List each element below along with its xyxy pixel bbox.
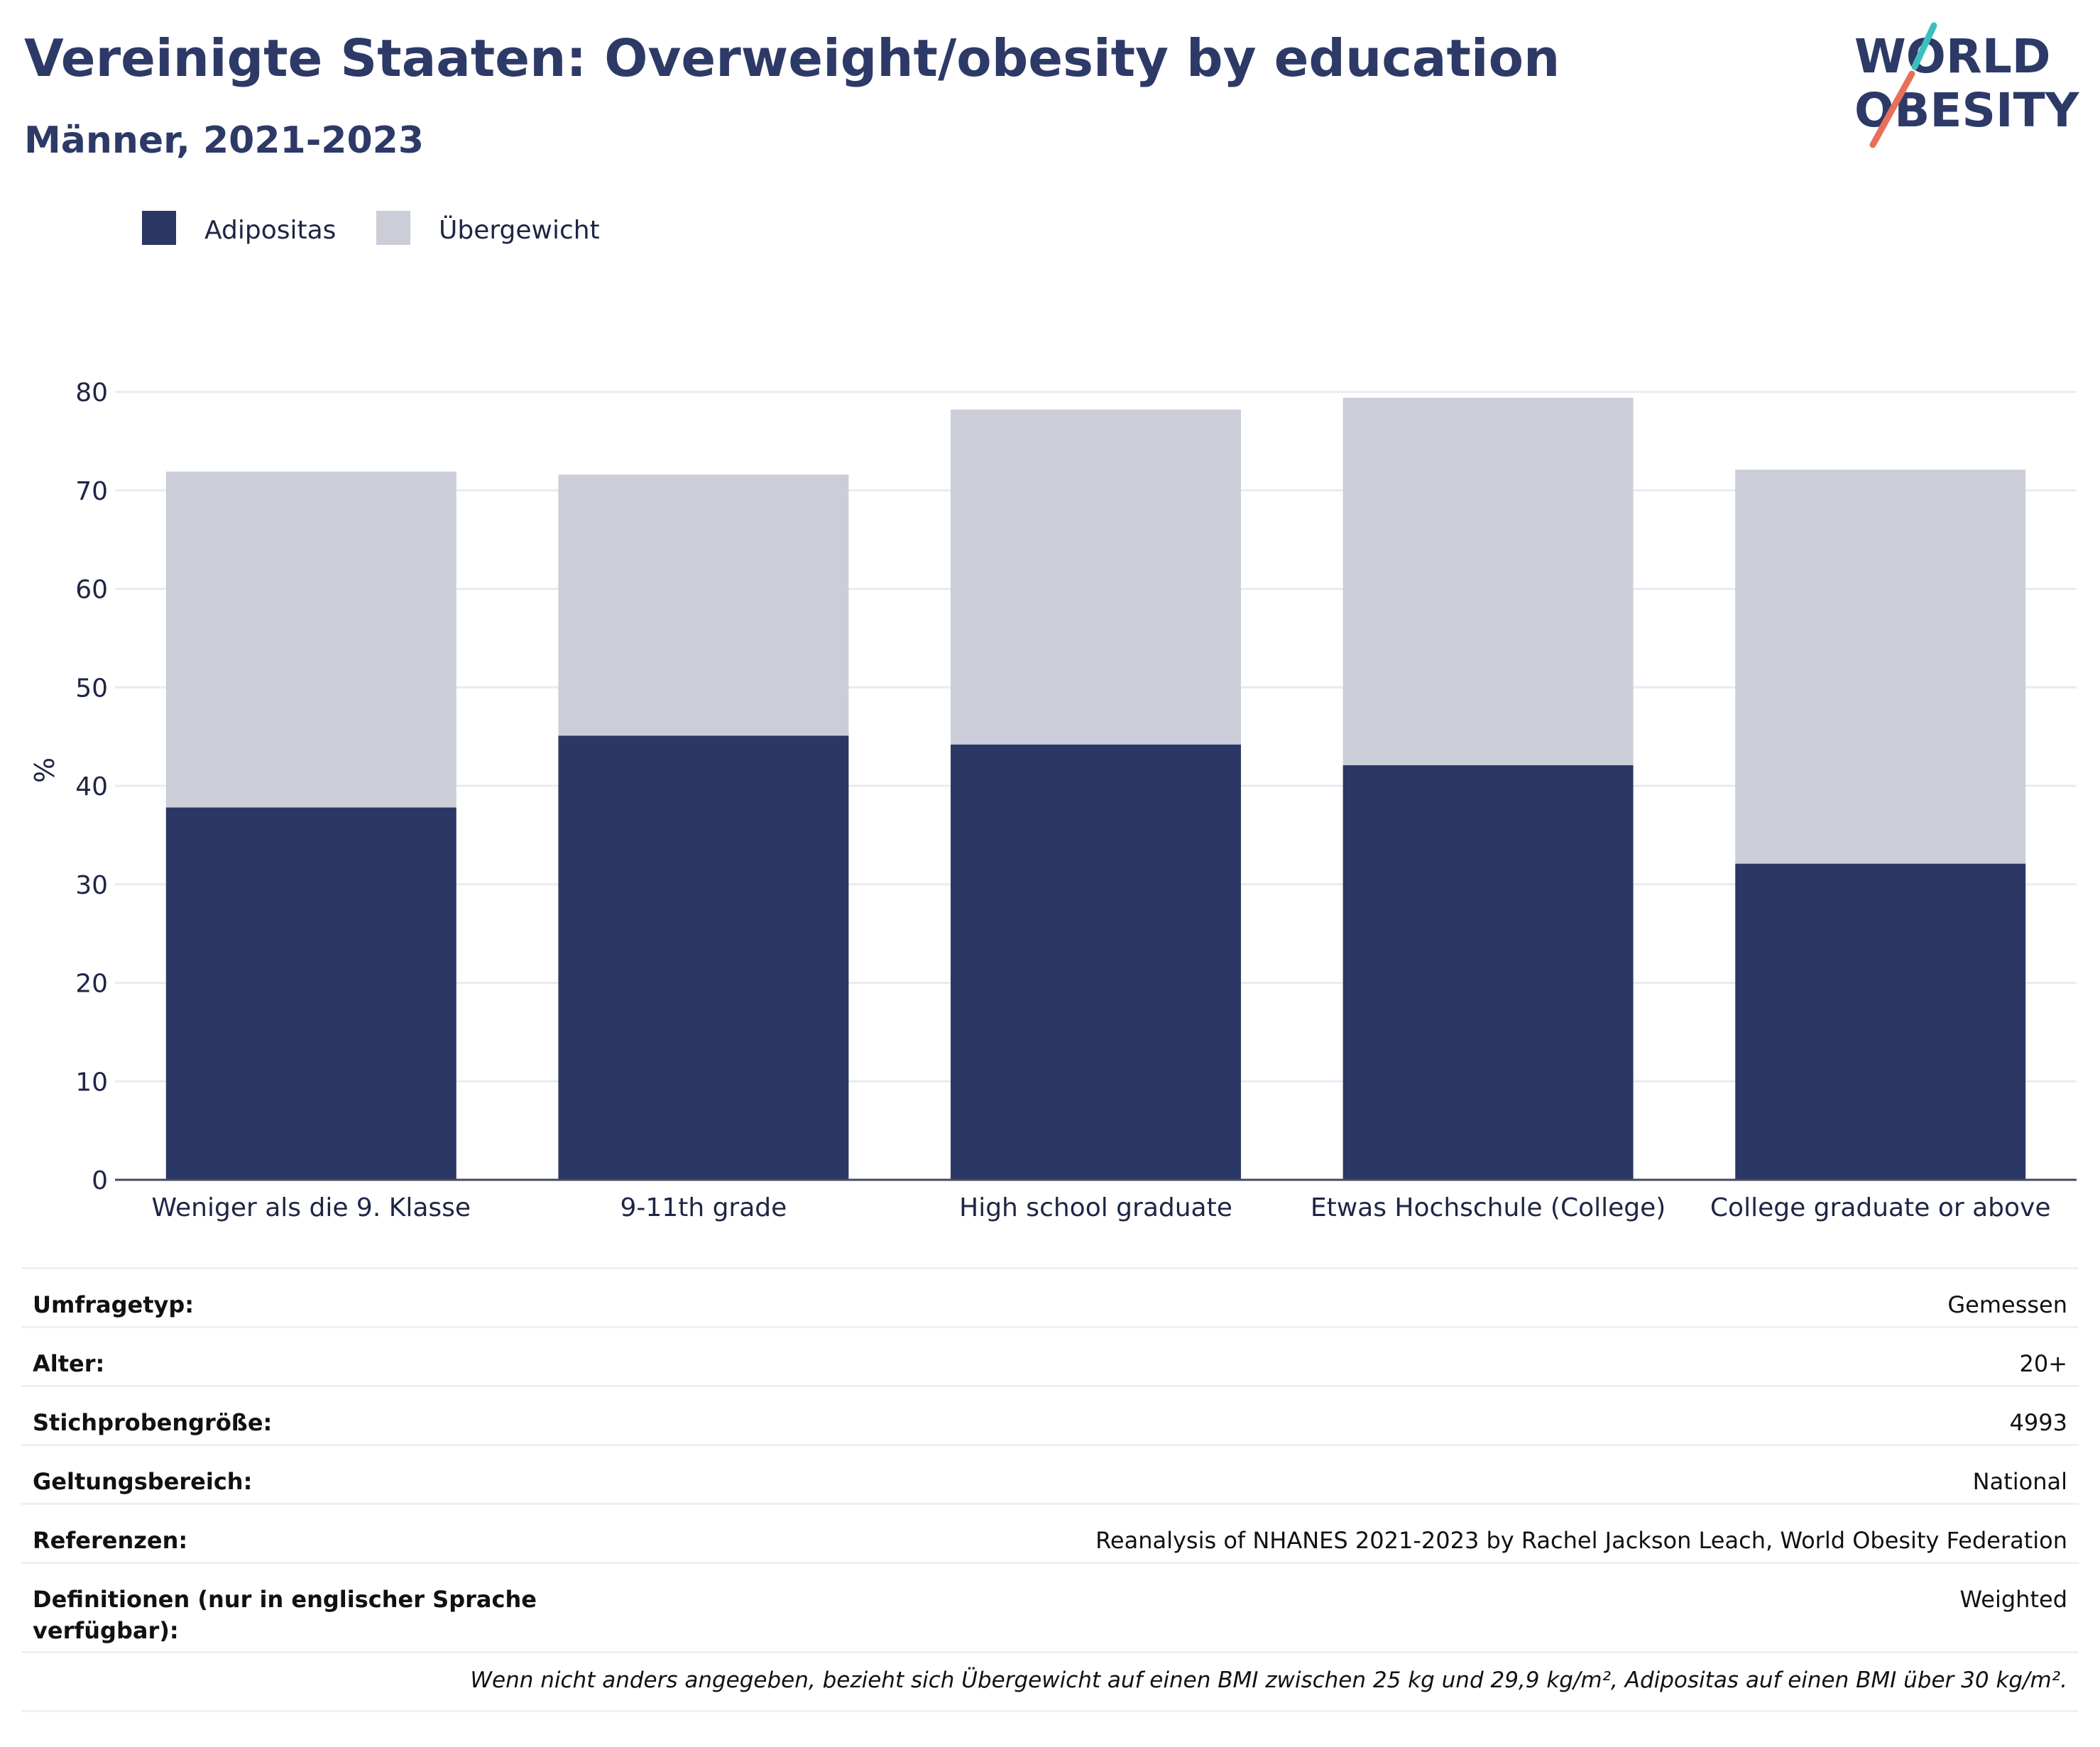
y-tick-label: 60	[75, 576, 108, 605]
legend: Adipositas Übergewicht	[142, 211, 600, 245]
bar-uebergewicht	[165, 471, 456, 808]
y-tick-label: 80	[75, 378, 108, 407]
meta-key-references: Referenzen:	[33, 1527, 188, 1554]
meta-value-sample-size: 4993	[2009, 1409, 2067, 1436]
x-tick-label: High school graduate	[959, 1193, 1232, 1222]
y-tick-label: 40	[75, 772, 108, 801]
legend-label-adipositas: Adipositas	[204, 216, 336, 245]
y-tick-label: 70	[75, 477, 108, 506]
bar-adipositas	[1342, 765, 1634, 1180]
logo-word-world: WORLD	[1854, 29, 2051, 84]
bar-chart: Adipositas Übergewicht 0 10 20 30 40 50 60 70 80…	[29, 211, 2077, 1222]
legend-swatch-uebergewicht	[376, 211, 410, 245]
page-subtitle: Männer, 2021-2023	[24, 119, 425, 162]
survey-metadata-table: Umfragetyp: Gemessen Alter: 20+ Stichpro…	[21, 1267, 2079, 1712]
x-tick-label: 9-11th grade	[620, 1193, 787, 1222]
x-tick-label: Etwas Hochschule (College)	[1311, 1193, 1666, 1222]
logo-slash-teal	[1911, 22, 1937, 70]
meta-value-definitions: Weighted	[1959, 1586, 2067, 1613]
x-tick-label: Weniger als die 9. Klasse	[152, 1193, 471, 1222]
meta-row-survey-type: Umfragetyp: Gemessen	[21, 1267, 2079, 1326]
bar-uebergewicht	[951, 409, 1241, 745]
y-axis-title: %	[29, 757, 60, 783]
meta-row-age: Alter: 20+	[21, 1326, 2079, 1385]
meta-key-sample-size: Stichprobengröße:	[33, 1409, 273, 1436]
bar-uebergewicht	[1342, 398, 1634, 765]
page-title: Vereinigte Staaten: Overweight/obesity b…	[24, 28, 1560, 88]
legend-label-uebergewicht: Übergewicht	[439, 215, 600, 245]
bar-uebergewicht	[1735, 469, 2026, 864]
legend-swatch-adipositas	[142, 211, 176, 245]
y-tick-label: 10	[75, 1068, 108, 1097]
y-tick-label: 0	[92, 1166, 108, 1195]
meta-row-definitions: Definitionen (nur in englischer Sprache …	[21, 1562, 2079, 1651]
bar-adipositas	[1735, 863, 2026, 1180]
meta-row-coverage: Geltungsbereich: National	[21, 1444, 2079, 1503]
y-tick-label: 20	[75, 970, 108, 999]
meta-key-coverage: Geltungsbereich:	[33, 1468, 253, 1495]
meta-key-definitions: Definitionen (nur in englischer Sprache …	[33, 1586, 537, 1644]
y-tick-label: 30	[75, 871, 108, 900]
meta-key-survey-type: Umfragetyp:	[33, 1291, 195, 1318]
bar-adipositas	[558, 735, 849, 1180]
meta-value-coverage: National	[1972, 1468, 2067, 1495]
meta-value-references: Reanalysis of NHANES 2021-2023 by Rachel…	[1095, 1527, 2067, 1554]
x-tick-label: College graduate or above	[1710, 1193, 2051, 1222]
definition-footnote: Wenn nicht anders angegeben, bezieht sic…	[21, 1651, 2079, 1712]
bar-adipositas	[951, 744, 1241, 1180]
meta-value-age: 20+	[2019, 1350, 2067, 1377]
meta-row-references: Referenzen: Reanalysis of NHANES 2021-20…	[21, 1503, 2079, 1562]
meta-row-sample-size: Stichprobengröße: 4993	[21, 1385, 2079, 1444]
bar-adipositas	[165, 807, 456, 1180]
meta-key-age: Alter:	[33, 1350, 105, 1377]
world-obesity-logo: WORLD OBESITY	[1854, 22, 2080, 148]
logo-slash-coral	[1869, 70, 1915, 148]
y-tick-label: 50	[75, 674, 108, 703]
meta-value-survey-type: Gemessen	[1947, 1291, 2067, 1318]
bar-uebergewicht	[558, 474, 849, 736]
